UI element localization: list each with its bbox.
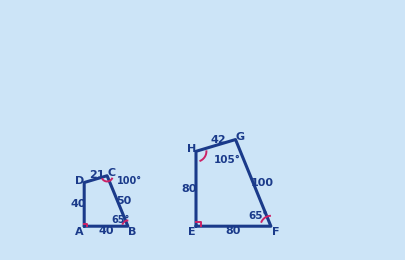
Text: 80: 80 bbox=[181, 184, 197, 194]
Text: F: F bbox=[272, 227, 279, 237]
Text: G: G bbox=[235, 132, 244, 142]
Text: C: C bbox=[107, 168, 115, 178]
Text: 65°: 65° bbox=[248, 211, 268, 221]
Text: 100: 100 bbox=[251, 178, 274, 188]
Text: 105°: 105° bbox=[214, 155, 241, 165]
Text: 40: 40 bbox=[71, 199, 86, 209]
Text: 80: 80 bbox=[226, 226, 241, 236]
Text: 42: 42 bbox=[211, 135, 226, 145]
Text: A: A bbox=[75, 227, 84, 237]
Text: 65°: 65° bbox=[111, 216, 130, 225]
Text: 50: 50 bbox=[116, 196, 132, 206]
Text: H: H bbox=[187, 144, 196, 154]
Text: 40: 40 bbox=[98, 226, 114, 236]
Text: 21: 21 bbox=[89, 170, 104, 180]
Text: B: B bbox=[128, 227, 136, 237]
Text: D: D bbox=[75, 176, 84, 186]
Text: E: E bbox=[188, 227, 195, 237]
Text: 100°: 100° bbox=[117, 177, 142, 186]
